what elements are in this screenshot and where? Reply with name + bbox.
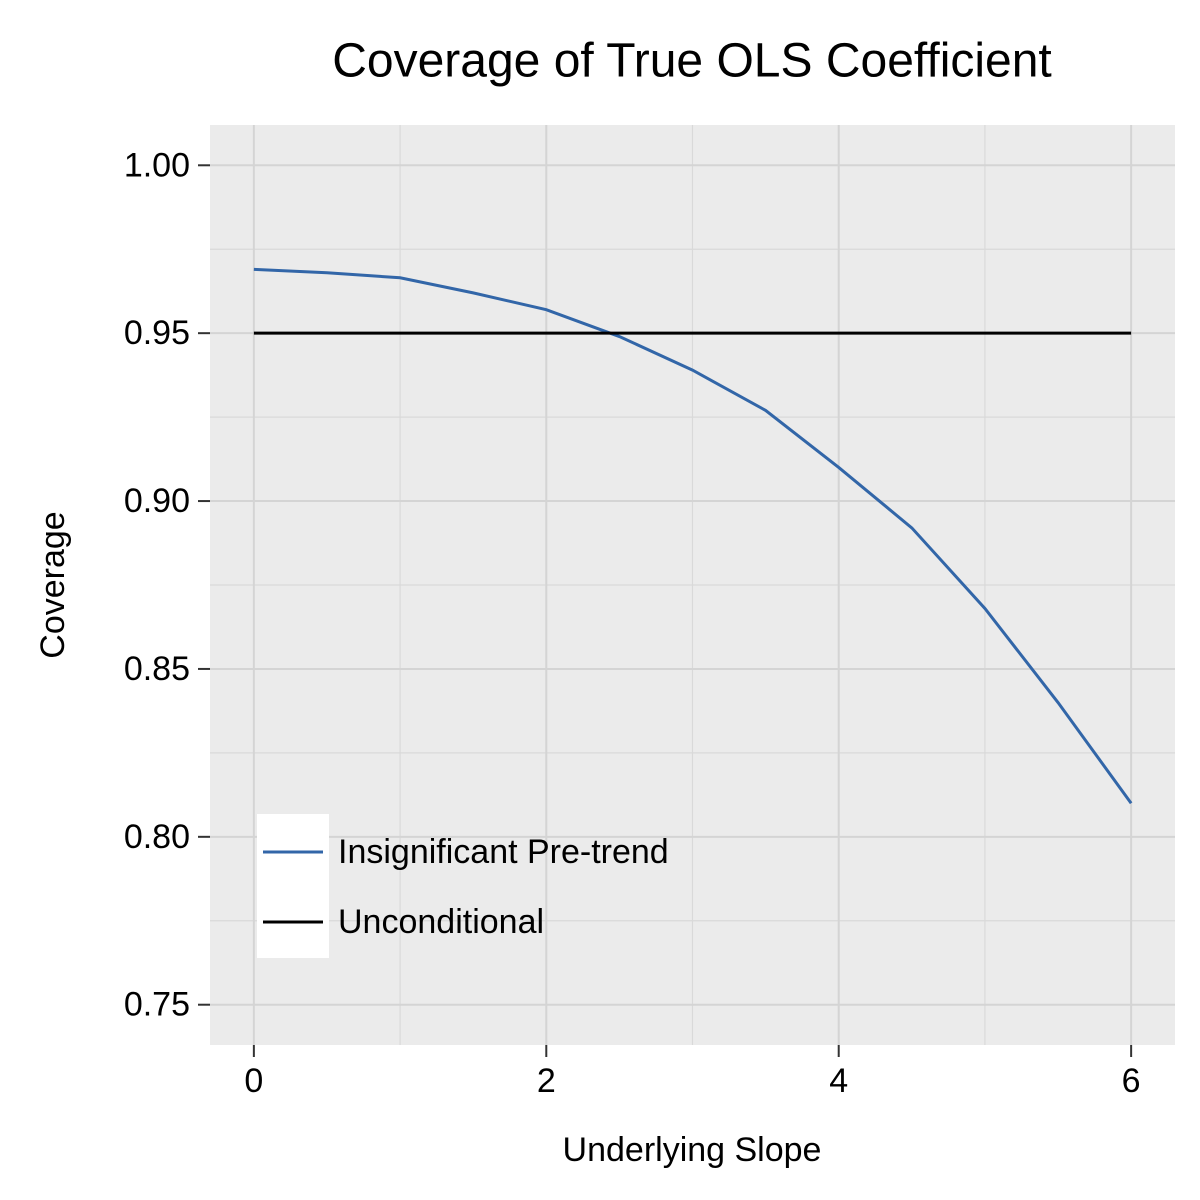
- x-tick-label: 0: [244, 1062, 263, 1100]
- series-line: [253, 267, 1133, 805]
- x-tick-label: 6: [1122, 1062, 1141, 1100]
- y-tick-label: 0.80: [124, 818, 190, 856]
- x-tick-label: 2: [537, 1062, 556, 1100]
- x-tick-label: 4: [829, 1062, 848, 1100]
- y-axis-label: Coverage: [34, 511, 72, 658]
- legend-label: Unconditional: [338, 903, 544, 941]
- y-tick-label: 0.85: [124, 650, 190, 688]
- legend-box: [257, 814, 329, 958]
- y-tick-label: 1.00: [124, 146, 190, 184]
- x-axis-label: Underlying Slope: [563, 1131, 822, 1169]
- chart-title: Coverage of True OLS Coefficient: [332, 35, 1052, 88]
- y-tick-label: 0.75: [124, 986, 190, 1024]
- legend-label: Insignificant Pre-trend: [338, 833, 669, 871]
- y-tick-label: 0.90: [124, 482, 190, 520]
- y-tick-label: 0.95: [124, 314, 190, 352]
